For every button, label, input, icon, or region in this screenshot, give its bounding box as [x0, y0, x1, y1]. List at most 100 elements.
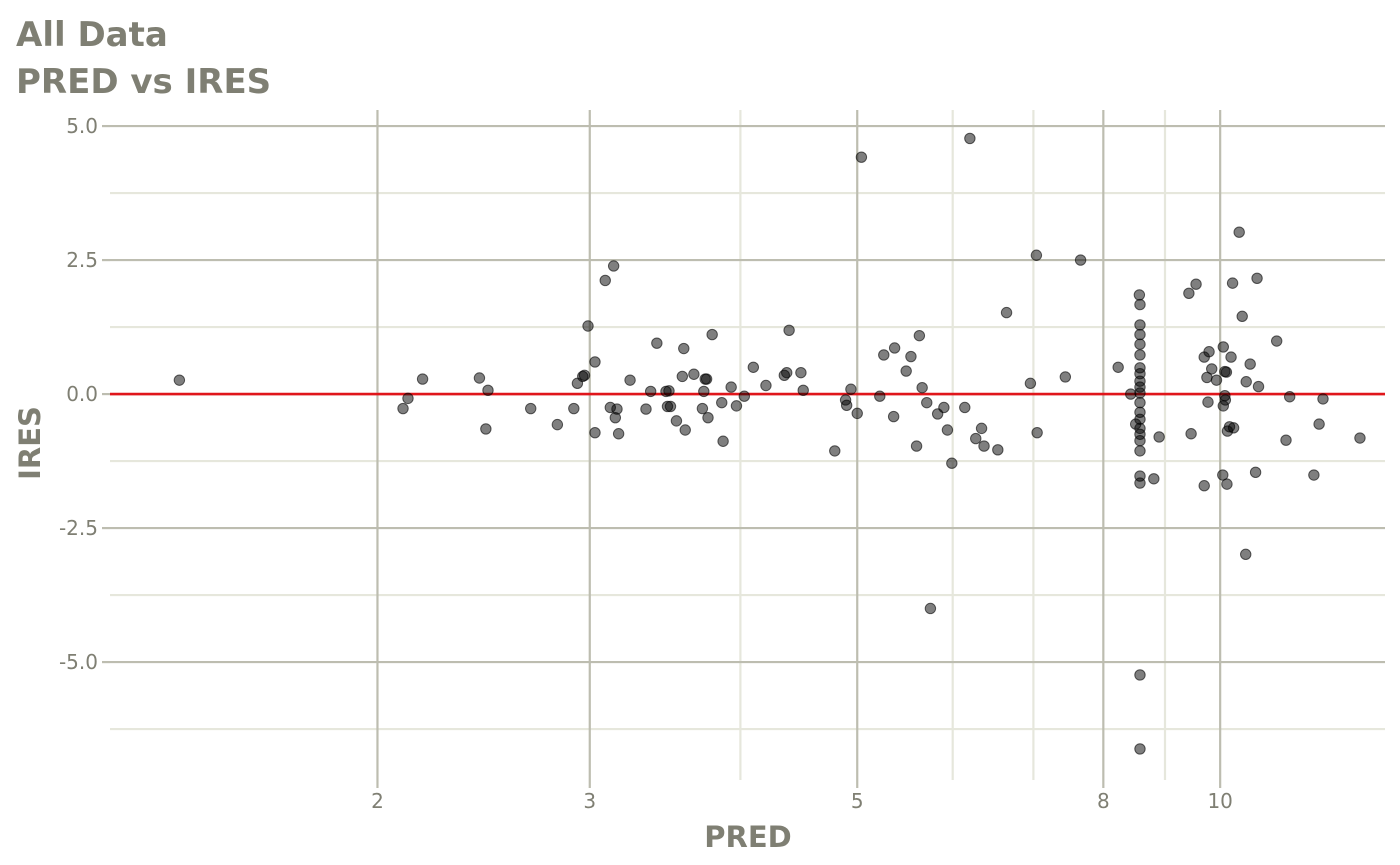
data-point — [1280, 434, 1292, 446]
x-axis-ticks: 2 3 5 8 10 — [371, 780, 1233, 813]
data-point — [589, 426, 601, 439]
data-point — [921, 396, 933, 409]
data-point — [696, 402, 709, 415]
data-point — [706, 328, 718, 341]
data-point — [670, 415, 683, 427]
x-axis-title: PRED — [704, 820, 791, 854]
data-point — [482, 384, 494, 397]
data-point — [599, 274, 611, 287]
data-point — [1217, 469, 1229, 481]
data-point — [1148, 473, 1160, 485]
data-point — [568, 402, 580, 415]
data-points — [173, 132, 1366, 755]
data-point — [1240, 376, 1252, 388]
data-point — [1203, 346, 1215, 358]
data-point — [941, 424, 954, 436]
data-point — [1217, 341, 1229, 353]
data-point — [1252, 380, 1265, 393]
data-point — [607, 260, 620, 272]
data-point — [887, 410, 900, 423]
data-point — [1134, 445, 1146, 457]
data-point — [1313, 418, 1325, 430]
major-gridlines — [110, 110, 1385, 780]
y-tick-label: 0.0 — [66, 382, 98, 406]
data-point — [1227, 422, 1240, 434]
data-point — [1185, 428, 1197, 440]
data-point — [1225, 351, 1237, 363]
data-point — [1244, 358, 1256, 370]
data-point — [700, 373, 713, 385]
data-point — [913, 329, 926, 342]
data-point — [1000, 306, 1013, 319]
data-point — [702, 411, 714, 424]
data-point — [738, 390, 751, 402]
y-tick-label: -5.0 — [59, 650, 98, 674]
chart-title-line: All Data — [16, 15, 168, 55]
data-point — [959, 401, 971, 414]
chart-title: All Data PRED vs IRES — [16, 12, 271, 106]
data-point — [663, 385, 675, 397]
data-point — [1202, 396, 1214, 408]
data-point — [978, 440, 990, 452]
data-point — [760, 379, 772, 392]
x-tick-label: 5 — [851, 789, 864, 813]
data-point — [1134, 387, 1146, 399]
data-point — [1133, 289, 1146, 301]
data-point — [1134, 349, 1146, 361]
data-point — [851, 407, 863, 420]
data-point — [795, 366, 807, 379]
data-point — [781, 366, 793, 379]
data-point — [397, 402, 409, 415]
data-point — [644, 385, 657, 398]
data-point — [1206, 363, 1218, 375]
y-tick-label: 5.0 — [66, 114, 98, 138]
data-point — [589, 356, 601, 368]
data-point — [1134, 477, 1146, 489]
data-point — [1134, 298, 1146, 311]
data-point — [1308, 469, 1320, 481]
data-point — [975, 422, 988, 435]
data-point — [1134, 743, 1146, 755]
x-tick-label: 10 — [1207, 789, 1232, 813]
x-tick-label: 2 — [371, 789, 384, 813]
data-point — [1251, 272, 1263, 285]
data-point — [676, 370, 689, 383]
data-point — [402, 392, 414, 405]
data-point — [725, 381, 737, 393]
data-point — [900, 365, 912, 377]
x-tick-label: 3 — [583, 789, 596, 813]
chart-subtitle-line: PRED vs IRES — [16, 62, 272, 102]
data-point — [664, 400, 677, 413]
data-point — [874, 390, 886, 402]
data-point — [1134, 396, 1146, 409]
data-point — [916, 381, 928, 394]
data-point — [473, 372, 486, 384]
data-point — [878, 349, 890, 361]
data-point — [910, 440, 923, 452]
data-point — [1112, 361, 1124, 373]
data-point — [938, 401, 950, 414]
minor-gridlines — [110, 110, 1385, 780]
data-point — [717, 435, 729, 447]
data-point — [730, 400, 743, 412]
data-point — [551, 418, 564, 431]
data-point — [1031, 426, 1043, 439]
data-point — [1233, 226, 1245, 238]
data-point — [1134, 669, 1146, 681]
data-point — [964, 132, 976, 145]
data-point — [624, 374, 636, 386]
y-tick-label: -2.5 — [59, 516, 98, 540]
data-point — [1198, 480, 1210, 492]
data-point — [611, 403, 623, 415]
data-point — [651, 337, 663, 349]
data-point — [1059, 371, 1072, 383]
data-point — [480, 423, 492, 435]
data-point — [1220, 366, 1233, 378]
data-point — [1354, 432, 1366, 444]
data-point — [698, 385, 710, 398]
data-point — [992, 444, 1004, 456]
data-point — [612, 428, 625, 440]
data-point — [716, 396, 728, 409]
data-point — [1134, 319, 1146, 331]
